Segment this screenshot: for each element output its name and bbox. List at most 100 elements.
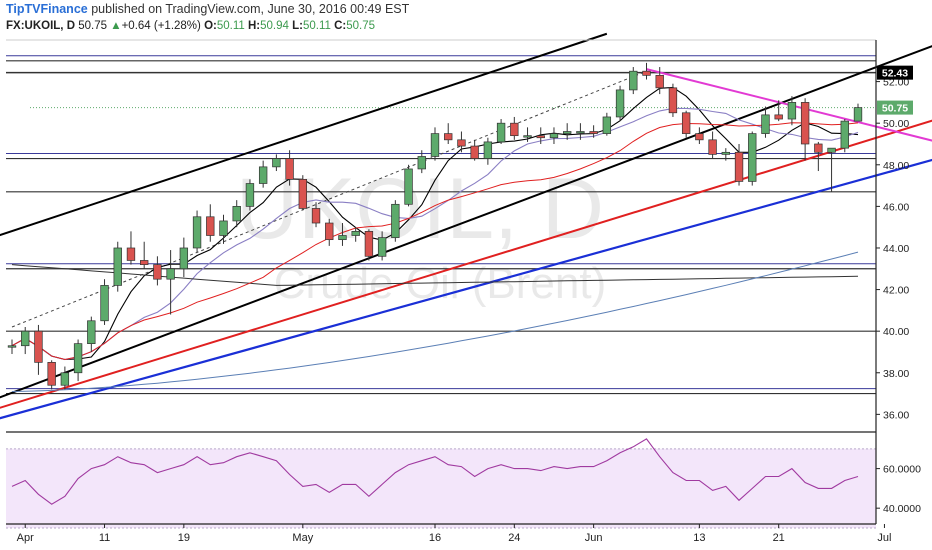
candle [470, 139, 479, 161]
close-label: C: [334, 20, 346, 32]
candle-body [602, 116, 612, 134]
candle [73, 339, 83, 382]
price-tick-label: 44.00 [883, 243, 909, 255]
candle [510, 116, 519, 140]
candle [576, 123, 585, 140]
candle-body [192, 216, 202, 249]
candle-body [483, 141, 493, 159]
candle [655, 67, 664, 95]
change-value: +0.64 (+1.28%) [122, 20, 201, 32]
rsi-line [11, 438, 859, 505]
candle-body [615, 89, 625, 118]
candle [734, 143, 744, 186]
candle [100, 279, 109, 325]
time-tick-label: Jun [585, 532, 603, 544]
rsi-band [6, 448, 876, 528]
candle [417, 150, 426, 174]
candle-body [853, 107, 863, 122]
candle-body [655, 75, 664, 89]
candle-body [153, 264, 162, 280]
candle-body [206, 216, 215, 236]
candle [774, 100, 783, 122]
last-price-label-bg [877, 100, 913, 115]
candle-body [245, 183, 255, 207]
candle-body [563, 131, 572, 134]
published-text: published on TradingView.com, June 30, 2… [88, 2, 410, 16]
candle [602, 112, 612, 136]
time-tick-label: 11 [99, 532, 110, 544]
candle [364, 229, 374, 261]
candle [391, 200, 400, 242]
candle-body [774, 114, 783, 120]
candle [298, 175, 307, 211]
candle [787, 96, 797, 126]
candle-body [523, 135, 532, 138]
candle-body [510, 122, 519, 137]
candle-body [430, 133, 440, 157]
candle-body [7, 345, 17, 348]
candle [642, 62, 651, 80]
candle-body [73, 343, 83, 374]
candle-body [444, 133, 453, 141]
rsi-tick-label: 40.0000 [883, 503, 921, 515]
resistance-price-label-bg [877, 65, 913, 80]
candle-body [549, 133, 559, 139]
candle-body [113, 247, 122, 286]
price-tick-label: 36.00 [883, 409, 909, 421]
change-up-icon: ▲ [110, 20, 121, 32]
candle-body [140, 260, 149, 265]
candle [166, 250, 175, 315]
candle [668, 83, 678, 117]
sma-long-line [11, 264, 859, 286]
resistance-price-label: 52.43 [882, 68, 908, 80]
candle-body [219, 220, 228, 236]
candle [245, 179, 255, 211]
candle-body [404, 168, 413, 205]
candle [113, 241, 122, 292]
candle-body [126, 247, 136, 261]
candle [153, 256, 162, 286]
candle-body [34, 330, 43, 363]
candle-body [87, 320, 96, 344]
candle-body [827, 147, 836, 153]
publisher-link[interactable]: TipTVFinance [6, 2, 88, 16]
candle [721, 148, 730, 161]
open-label: O: [204, 20, 217, 32]
candle-body [47, 362, 56, 386]
high-value: 50.94 [260, 20, 289, 32]
candle-body [761, 114, 770, 134]
candle [377, 231, 387, 261]
candle [34, 324, 43, 375]
candle [629, 67, 638, 95]
candle [325, 218, 334, 246]
candle [800, 98, 810, 161]
candle [748, 131, 757, 186]
candle [840, 119, 849, 153]
candle-body [496, 122, 506, 143]
candle [536, 127, 545, 144]
time-tick-label: 24 [508, 532, 520, 544]
candle [192, 210, 202, 253]
candle-body [695, 133, 704, 141]
chart-header: TipTVFinance published on TradingView.co… [6, 2, 410, 32]
candle [483, 137, 493, 165]
candle-body [391, 203, 400, 238]
candle [708, 131, 717, 159]
candle-body [800, 102, 810, 145]
rsi-tick-label: 60.0000 [883, 464, 921, 476]
watermark: UKOIL, D Crude Oil (Brent) [236, 161, 606, 308]
candle [219, 214, 228, 244]
sma-100-line [11, 251, 859, 392]
candle [338, 223, 347, 246]
svg-text:TipTVFinance published on Trad: TipTVFinance published on TradingView.co… [6, 2, 410, 16]
candle [853, 103, 863, 122]
candle [285, 150, 294, 186]
candle [496, 119, 506, 144]
candle-body [21, 330, 30, 347]
candle-body [470, 145, 479, 159]
time-tick-label: 21 [773, 532, 785, 544]
candle [444, 123, 453, 144]
time-tick-label: 13 [693, 532, 705, 544]
candle-body [364, 230, 374, 257]
